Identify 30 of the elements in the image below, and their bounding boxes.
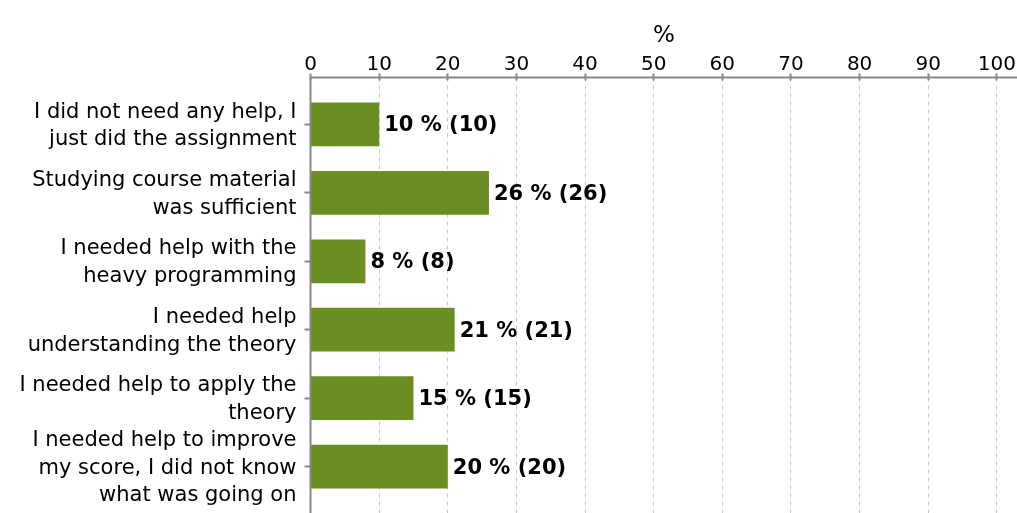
x-tick-label: 70 [778, 50, 804, 75]
x-tick-label: 90 [915, 50, 941, 75]
bar [310, 170, 489, 215]
x-tick-label: 50 [640, 50, 667, 75]
x-axis-title: % [653, 20, 675, 47]
y-tick-label: I did not need any help, I just did the assignment [34, 98, 297, 151]
x-tick-label: 30 [503, 50, 530, 75]
data-label: 21 % (21) [459, 317, 573, 342]
bar [310, 102, 380, 147]
y-tick-label: I needed help to apply the theory [19, 372, 297, 424]
x-tick-label: 10 [366, 50, 392, 75]
y-tick-label: Studying course material was sufficient [32, 167, 297, 219]
bar [310, 307, 455, 352]
data-label: 15 % (15) [418, 386, 532, 411]
data-label: 10 % (10) [384, 112, 498, 137]
x-tick-label: 60 [709, 50, 736, 75]
y-tick-label: I needed help to improve my score, I did not know what was going on [32, 426, 297, 507]
data-label: 8 % (8) [370, 249, 455, 274]
x-tick-label: 20 [435, 50, 461, 75]
y-tick-label: I needed help understanding the theory [27, 303, 297, 356]
bar [310, 376, 414, 421]
x-tick-label: 40 [572, 50, 598, 75]
y-tick-label: I needed help with the heavy programming [60, 235, 297, 288]
bar [310, 239, 366, 284]
x-tick-label: 100 [977, 50, 1017, 75]
x-tick-label: 80 [846, 50, 873, 75]
data-label: 26 % (26) [493, 180, 608, 205]
bar [310, 444, 448, 489]
x-tick-label: 0 [304, 50, 317, 75]
data-label: 20 % (20) [452, 454, 567, 479]
